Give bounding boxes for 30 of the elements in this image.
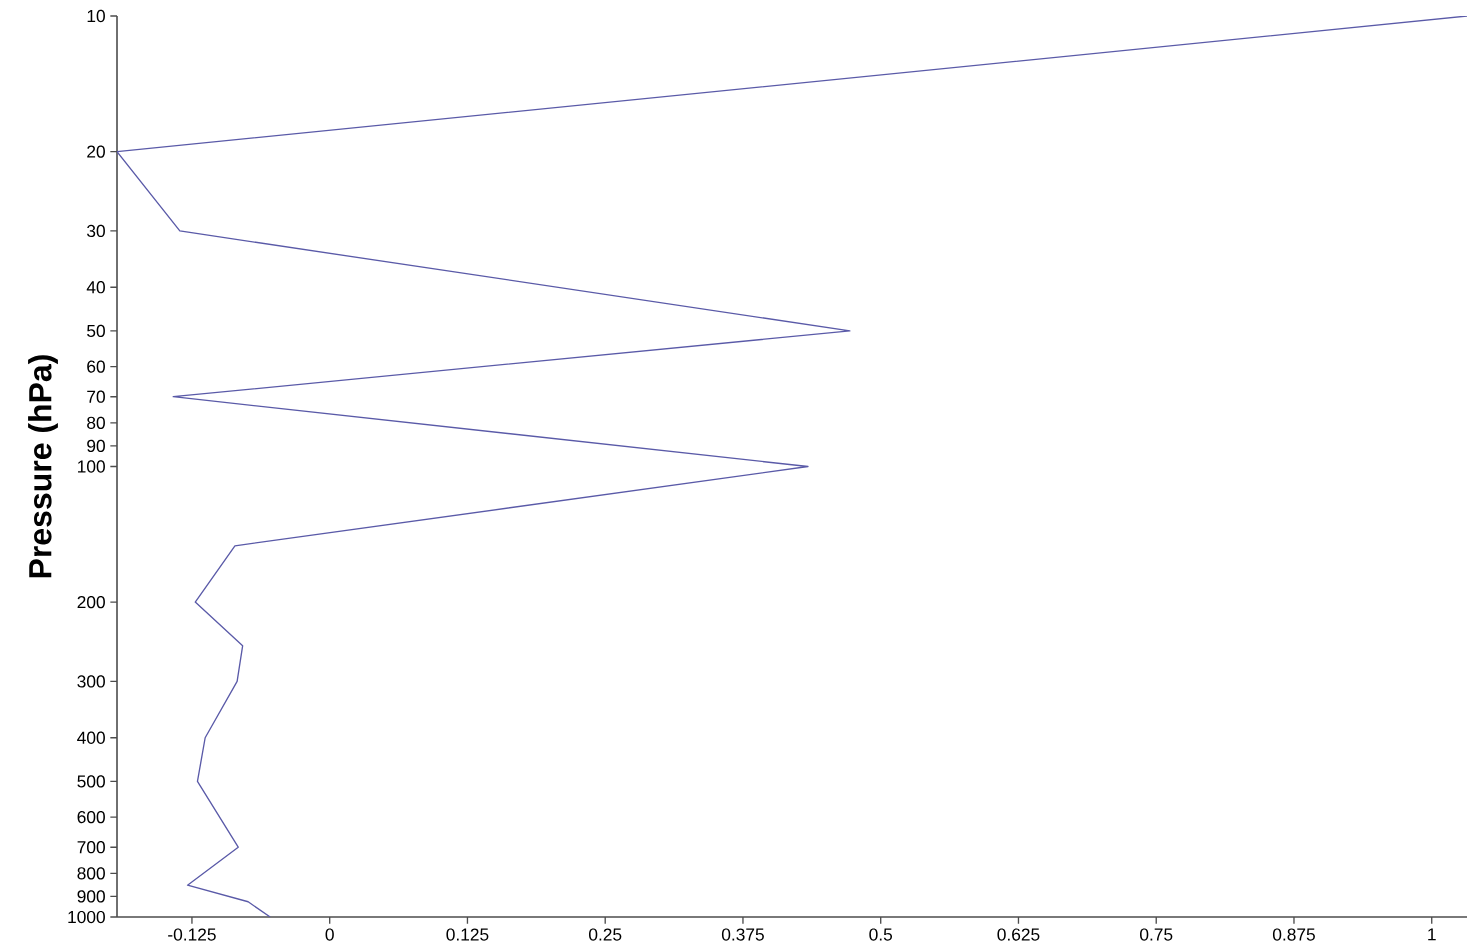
y-tick-label: 80 <box>87 416 105 429</box>
y-tick-label: 700 <box>77 841 105 854</box>
y-tick-label: 1000 <box>68 910 105 924</box>
x-tick-label: -0.125 <box>168 928 216 941</box>
x-tick-label: 0.875 <box>1272 928 1315 941</box>
y-tick-label: 90 <box>87 439 105 453</box>
y-tick-label: 40 <box>86 281 105 294</box>
y-tick-label: 10 <box>87 9 105 23</box>
x-tick-label: 0.125 <box>446 928 489 941</box>
y-tick-label: 800 <box>77 867 105 880</box>
y-axis-title: Pressure (hPa) <box>28 355 58 578</box>
y-tick-label: 60 <box>87 360 105 373</box>
y-tick-label: 400 <box>77 731 105 744</box>
y-tick-label: 300 <box>77 675 105 688</box>
x-tick-label: 1 <box>1428 928 1436 941</box>
x-tick-label: 0.5 <box>869 928 893 941</box>
x-tick-label: 0.25 <box>589 928 622 941</box>
y-tick-label: 70 <box>87 390 105 403</box>
x-tick-label: 0.375 <box>721 928 764 941</box>
y-tick-label: 100 <box>78 460 105 473</box>
y-tick-label: 600 <box>77 810 105 824</box>
y-tick-label: 200 <box>77 595 105 609</box>
x-tick-label: 0 <box>325 928 334 941</box>
x-tick-label: 0.75 <box>1140 928 1173 941</box>
y-tick-label: 900 <box>77 890 105 903</box>
y-tick-label: 30 <box>87 224 105 238</box>
y-tick-label: 20 <box>87 145 105 158</box>
x-tick-label: 0.625 <box>997 928 1040 941</box>
y-tick-label: 50 <box>87 324 105 338</box>
y-tick-label: 500 <box>77 775 105 788</box>
